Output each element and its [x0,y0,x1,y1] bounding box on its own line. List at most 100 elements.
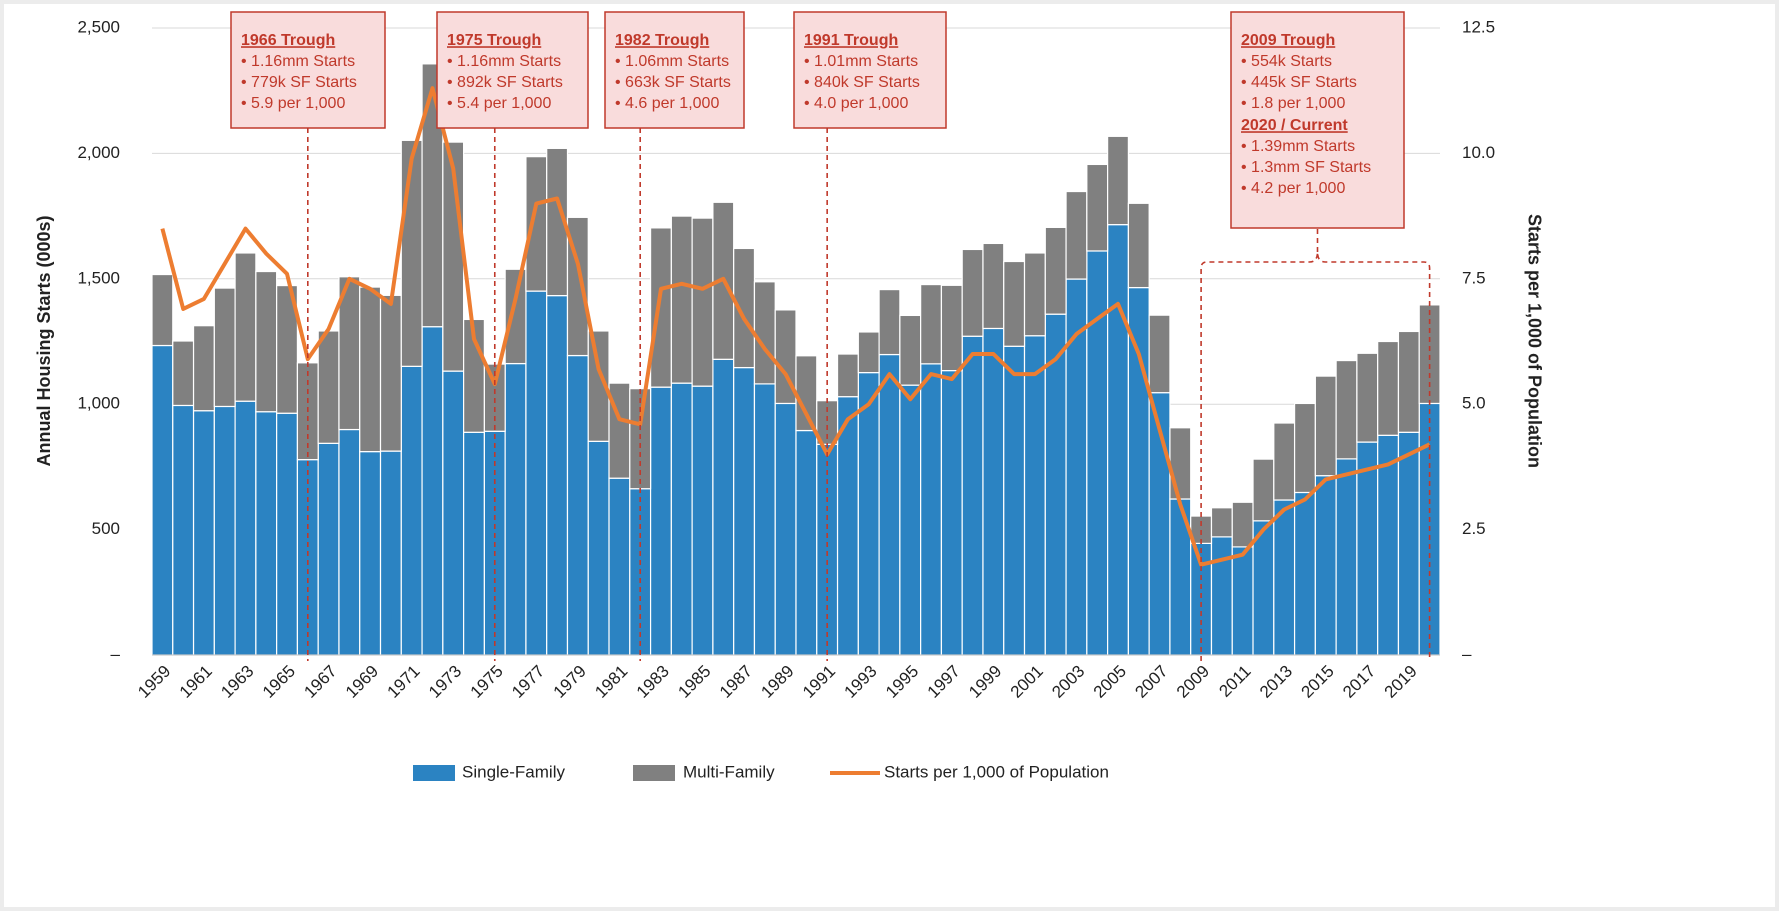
bar [234,252,257,402]
bar [795,429,818,656]
annotation-line: • 5.4 per 1,000 [447,95,551,112]
bar [1107,135,1129,226]
y2-axis-title: Starts per 1,000 of Population [1524,214,1544,468]
bar [317,330,340,444]
bar [566,354,589,656]
y2-tick-label: 12.5 [1462,17,1495,36]
bar [1356,352,1379,443]
bar [338,428,361,656]
bar [276,284,299,414]
bar [608,477,631,656]
bar [753,383,776,656]
annotation-title: 1975 Trough [447,32,541,49]
bar [151,273,174,347]
bar [379,294,402,452]
bar [857,331,880,374]
annotation-box [793,11,947,129]
y2-tick-label: 10.0 [1462,143,1495,162]
annotation-line: • 1.01mm Starts [804,53,918,70]
bar [753,281,776,385]
y-axis-title: Annual Housing Starts (000s) [34,215,54,466]
bar [213,287,236,408]
bar [587,440,610,656]
annotation-line: • 1.16mm Starts [447,53,561,70]
bar [649,227,672,388]
bar [940,369,963,656]
bar [649,386,672,656]
bar [1356,441,1379,656]
y2-tick-label: 2.5 [1462,519,1486,538]
bar [1023,252,1046,337]
annotation-line: • 4.6 per 1,000 [615,95,719,112]
bar [192,325,215,412]
bar [525,156,548,292]
annotation-box [230,11,386,129]
annotation-line: • 1.39mm Starts [1241,138,1355,155]
annotation-box [604,11,745,129]
bar [899,384,922,656]
y2-tick-label: – [1462,644,1472,663]
bar [733,366,756,656]
bar [442,370,465,656]
bar [504,268,527,365]
y2-tick-label: 7.5 [1462,268,1486,287]
bar [525,290,548,656]
bar [359,451,382,656]
bar [359,286,382,453]
legend-swatch [413,765,455,781]
bar [504,362,527,656]
bar [795,355,818,432]
bar [961,335,984,656]
bar [1377,434,1400,656]
bar [920,363,943,656]
bar [670,215,693,384]
bar [1127,286,1150,656]
bar [1065,190,1088,280]
bar [1377,340,1400,436]
bar [1397,330,1420,433]
annotation-line: • 779k SF Starts [241,74,357,91]
bar [463,431,485,656]
annotation-line: • 1.06mm Starts [615,53,729,70]
bar [1210,507,1233,538]
bar [151,344,174,656]
annotation-line: • 445k SF Starts [1241,74,1357,91]
bar [1273,499,1296,656]
bar [961,248,984,337]
bar [982,242,1005,330]
bar [836,353,859,398]
bar [379,450,402,656]
annotation-title: 2009 Trough [1241,32,1335,49]
bar [1231,501,1254,548]
y-tick-label: 2,500 [77,17,120,36]
bar [920,283,943,365]
bar [940,284,963,372]
bar [1335,458,1358,656]
annotation-line: • 1.8 per 1,000 [1241,95,1345,112]
bar [213,405,236,656]
bar [1023,335,1046,656]
bar [172,404,195,656]
annotation-title: 1982 Trough [615,32,709,49]
bar [878,288,901,356]
bar [421,326,444,656]
y-tick-label: – [111,644,121,663]
bar [1148,314,1171,394]
annotation-line: • 4.0 per 1,000 [804,95,908,112]
y-tick-label: 1,000 [77,394,120,413]
bar [899,314,922,386]
bar [1003,345,1026,656]
bar [1003,260,1026,347]
annotation-bracket [1200,228,1431,661]
legend-swatch [633,765,675,781]
annotation-title: 2020 / Current [1241,117,1348,134]
annotation-title: 1966 Trough [241,32,335,49]
y-tick-label: 500 [92,519,120,538]
annotation-line: • 554k Starts [1241,53,1332,70]
bar [276,412,299,656]
bar [982,327,1005,656]
bar [1127,202,1150,289]
bar [1293,491,1316,656]
annotation-box [1230,11,1405,229]
bar [1293,402,1316,494]
